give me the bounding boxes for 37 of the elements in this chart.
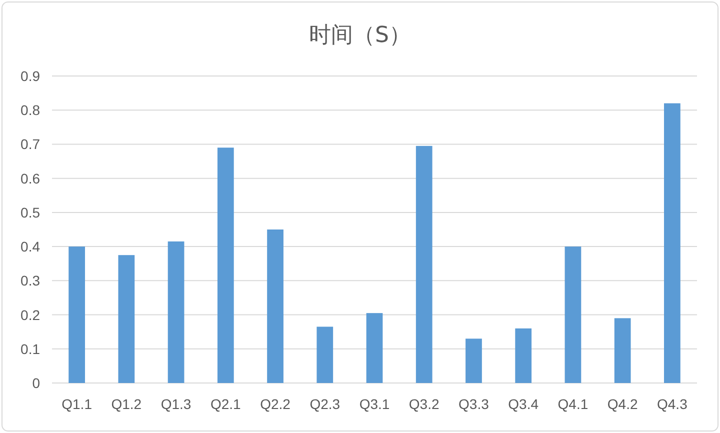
y-tick-label: 0.4 bbox=[20, 238, 40, 255]
bar bbox=[664, 103, 680, 383]
bar bbox=[118, 255, 135, 383]
y-tick-label: 0.3 bbox=[20, 272, 40, 289]
x-tick-label: Q3.1 bbox=[359, 396, 390, 412]
x-tick-label: Q1.2 bbox=[111, 396, 142, 412]
bar bbox=[515, 328, 532, 383]
y-tick-label: 0.9 bbox=[20, 68, 40, 84]
x-tick-label: Q4.1 bbox=[558, 396, 588, 412]
bar bbox=[168, 241, 184, 383]
x-tick-label: Q3.3 bbox=[458, 396, 490, 412]
bar bbox=[416, 146, 432, 383]
bar bbox=[614, 318, 631, 383]
chart-title: 时间（S） bbox=[309, 23, 411, 48]
y-tick-label: 0 bbox=[32, 375, 40, 391]
x-tick-label: Q4.2 bbox=[607, 396, 638, 412]
y-tick-label: 0.1 bbox=[20, 340, 40, 357]
x-tick-label: Q4.3 bbox=[657, 396, 688, 412]
x-tick-label: Q2.2 bbox=[260, 396, 291, 412]
y-tick-label: 0.8 bbox=[20, 102, 40, 118]
x-tick-label: Q3.4 bbox=[508, 396, 539, 412]
bar bbox=[564, 246, 582, 383]
x-tick-label: Q1.3 bbox=[160, 396, 192, 412]
y-tick-label: 0.2 bbox=[20, 306, 40, 323]
bar bbox=[316, 326, 334, 383]
y-tick-label: 0.5 bbox=[20, 204, 40, 220]
bar bbox=[217, 148, 234, 383]
bar bbox=[366, 313, 383, 383]
x-tick-label: Q2.3 bbox=[310, 396, 340, 412]
bar bbox=[68, 246, 85, 383]
x-tick-label: Q2.1 bbox=[210, 396, 242, 412]
bar bbox=[466, 338, 482, 383]
x-tick-label: Q3.2 bbox=[408, 396, 440, 412]
bar bbox=[267, 230, 284, 383]
x-tick-label: Q1.1 bbox=[62, 396, 92, 412]
y-tick-label: 0.7 bbox=[20, 136, 40, 152]
y-tick-label: 0.6 bbox=[20, 170, 40, 186]
